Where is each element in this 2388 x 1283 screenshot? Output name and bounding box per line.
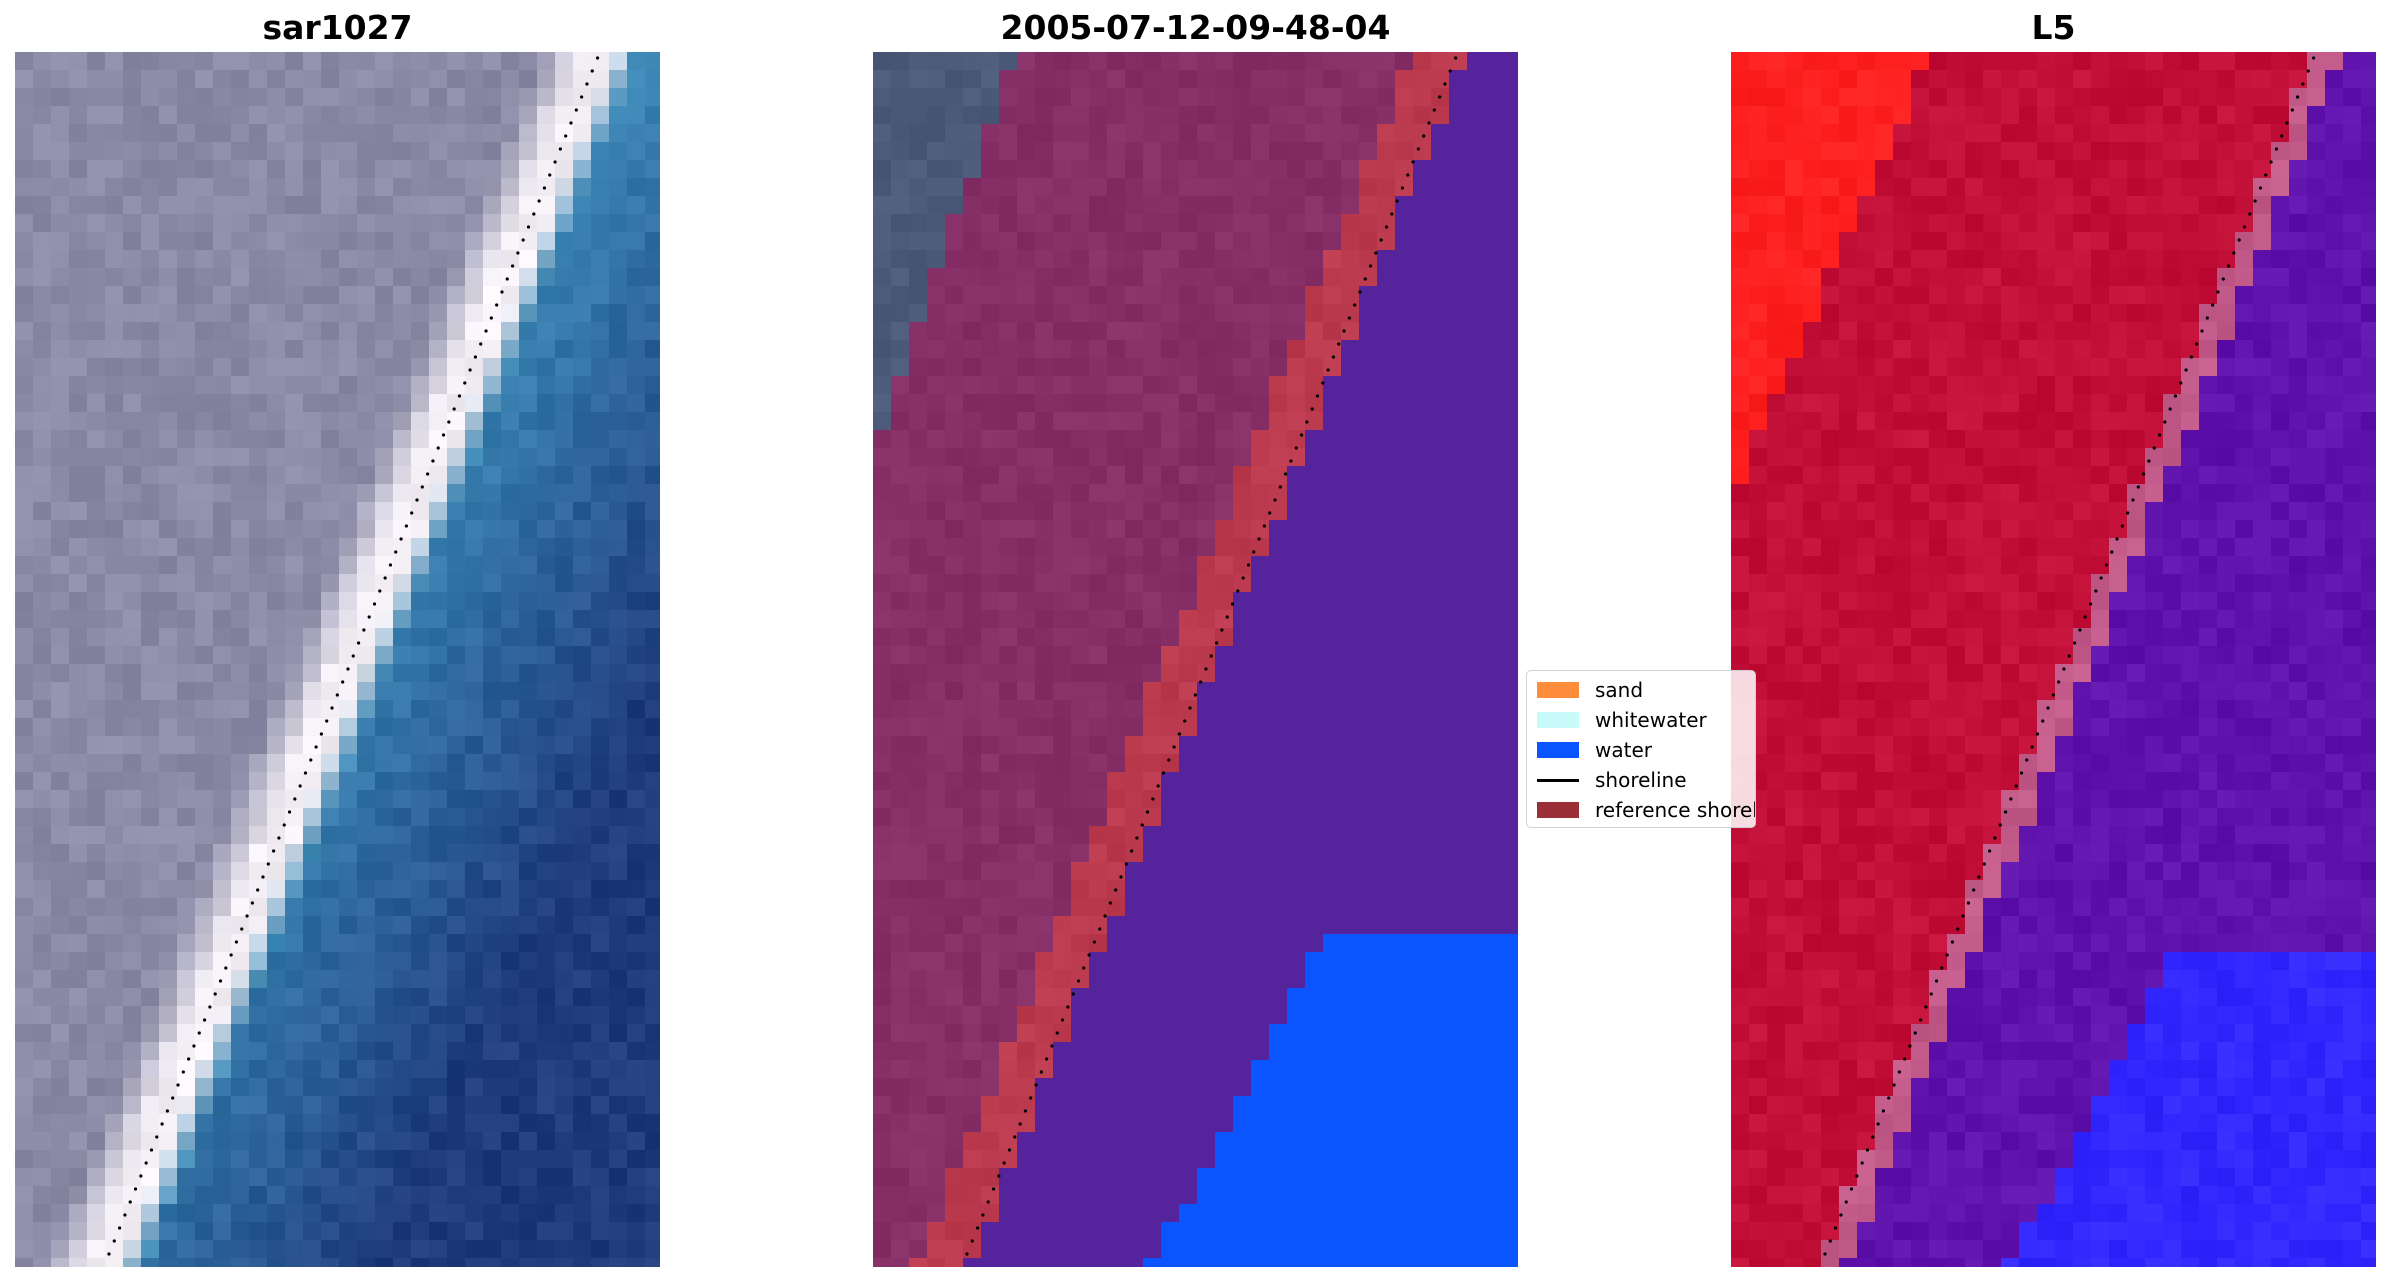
- legend-label-reference-shoreline: reference shoreline: [1595, 798, 1755, 822]
- panel-title-rgb: sar1027: [262, 8, 413, 47]
- false-color-image-panel: [1731, 52, 2376, 1267]
- legend-label-shoreline: shoreline: [1595, 768, 1687, 792]
- legend-item-whitewater: whitewater: [1537, 708, 1707, 732]
- panel-title-classification: 2005-07-12-09-48-04: [1000, 8, 1391, 47]
- shoreline-line-swatch: [1537, 778, 1579, 782]
- legend-item-reference-shoreline: reference shoreline: [1537, 798, 1755, 822]
- legend: sand whitewater water shoreline referenc…: [1526, 670, 1756, 828]
- shoreline-dots: [107, 56, 600, 1256]
- whitewater-swatch: [1537, 712, 1579, 728]
- legend-label-water: water: [1595, 738, 1652, 762]
- legend-label-whitewater: whitewater: [1595, 708, 1707, 732]
- water-swatch: [1537, 742, 1579, 758]
- legend-item-water: water: [1537, 738, 1652, 762]
- classification-image-panel: [873, 52, 1518, 1267]
- shoreline-dots: [1823, 56, 2316, 1256]
- legend-item-sand: sand: [1537, 678, 1643, 702]
- shoreline-dots: [965, 56, 1458, 1256]
- panel-title-false-color: L5: [2031, 8, 2076, 47]
- legend-item-shoreline: shoreline: [1537, 768, 1687, 792]
- reference-shoreline-swatch: [1537, 802, 1579, 818]
- legend-label-sand: sand: [1595, 678, 1644, 702]
- rgb-image-panel: [15, 52, 660, 1267]
- sand-swatch: [1537, 682, 1579, 698]
